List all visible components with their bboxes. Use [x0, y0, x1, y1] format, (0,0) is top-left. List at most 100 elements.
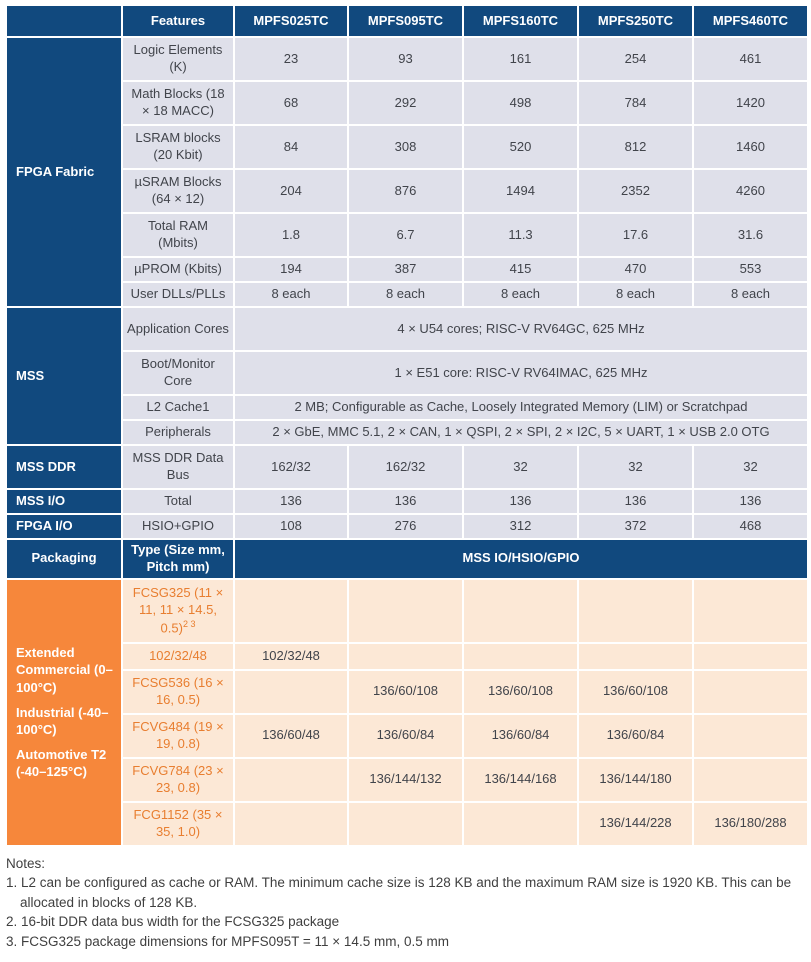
package-type-label: FCSG325 (11 × 11, 11 × 14.5, 0.5)2 3 — [123, 579, 233, 642]
value-cell: 162/32 — [349, 446, 462, 488]
table-row: Extended Commercial (0–100°C) Industrial… — [7, 579, 807, 845]
value-cell: 84 — [235, 126, 347, 168]
table-row: User DLLs/PLLs 8 each 8 each 8 each 8 ea… — [7, 283, 807, 306]
package-value-cell: 136/144/228 — [579, 802, 692, 845]
value-cell: 2352 — [579, 170, 692, 212]
value-cell: 468 — [694, 515, 807, 538]
section-header-mss-io: MSS I/O — [7, 490, 121, 513]
table-row: µSRAM Blocks (64 × 12) 204 876 1494 2352… — [7, 170, 807, 212]
package-value-cell — [694, 643, 807, 669]
value-cell: 204 — [235, 170, 347, 212]
packaging-header-row: Packaging Type (Size mm, Pitch mm) MSS I… — [7, 540, 807, 578]
value-cell-span: 1 × E51 core: RISC-V RV64IMAC, 625 MHz — [235, 352, 807, 394]
table-row: MSS I/O Total 136 136 136 136 136 — [7, 490, 807, 513]
value-cell: 276 — [349, 515, 462, 538]
value-cell: 8 each — [464, 283, 577, 306]
value-cell: 8 each — [349, 283, 462, 306]
value-cell-span: 2 MB; Configurable as Cache, Loosely Int… — [235, 396, 807, 419]
package-value-cell: 136/180/288 — [694, 802, 807, 845]
value-cell: 415 — [464, 258, 577, 281]
product-selector-table: Features MPFS025TC MPFS095TC MPFS160TC M… — [5, 4, 809, 847]
value-cell: 8 each — [694, 283, 807, 306]
value-cell: 784 — [579, 82, 692, 124]
corner-cell — [7, 6, 121, 36]
package-value-cell: 136/144/168 — [464, 758, 577, 801]
package-type-text: FCSG325 (11 × 11, 11 × 14.5, 0.5) — [132, 584, 224, 635]
package-value-cell — [579, 643, 692, 669]
value-cell: 31.6 — [694, 214, 807, 256]
table-row: MSS DDR MSS DDR Data Bus 162/32 162/32 3… — [7, 446, 807, 488]
package-value-cell: 136/60/84 — [349, 714, 462, 757]
table-row: FPGA Fabric Logic Elements (K) 23 93 161… — [7, 38, 807, 306]
section-header-fpga-fabric: FPGA Fabric — [7, 38, 121, 306]
package-value-cell — [349, 802, 462, 845]
value-cell: 8 each — [579, 283, 692, 306]
feature-label: µPROM (Kbits) — [123, 258, 233, 281]
table-row: Boot/Monitor Core 1 × E51 core: RISC-V R… — [7, 352, 807, 394]
value-cell: 32 — [464, 446, 577, 488]
package-value-cell — [464, 802, 577, 845]
value-cell: 498 — [464, 82, 577, 124]
value-cell: 136 — [349, 490, 462, 513]
feature-label: HSIO+GPIO — [123, 515, 233, 538]
section-header-mss-ddr: MSS DDR — [7, 446, 121, 488]
value-cell: 8 each — [235, 283, 347, 306]
section-header-fpga-io: FPGA I/O — [7, 515, 121, 538]
column-header-device: MPFS160TC — [464, 6, 577, 36]
package-value-cell — [464, 579, 577, 642]
value-cell: 136 — [579, 490, 692, 513]
feature-label: Total — [123, 490, 233, 513]
footnote-superscript: 2 3 — [182, 618, 196, 629]
feature-label: Application Cores — [123, 308, 233, 350]
table-row: Math Blocks (18 × 18 MACC) 68 292 498 78… — [7, 82, 807, 124]
package-value-cell: 102/32/48 — [235, 643, 347, 669]
package-value-cell: 136/60/48 — [235, 714, 347, 757]
value-cell: 17.6 — [579, 214, 692, 256]
feature-label: Math Blocks (18 × 18 MACC) — [123, 82, 233, 124]
table-row: FCVG484 (19 × 19, 0.8) 136/60/48 136/60/… — [7, 714, 807, 757]
feature-label: L2 Cache1 — [123, 396, 233, 419]
table-header-row: Features MPFS025TC MPFS095TC MPFS160TC M… — [7, 6, 807, 36]
temp-grade: Extended Commercial (0–100°C) — [16, 644, 113, 695]
note-item: 2. 16-bit DDR data bus width for the FCS… — [6, 914, 340, 930]
column-header-device: MPFS250TC — [579, 6, 692, 36]
package-value-cell — [579, 579, 692, 642]
table-row: MSS Application Cores 4 × U54 cores; RIS… — [7, 308, 807, 444]
value-cell: 32 — [694, 446, 807, 488]
value-cell: 136 — [464, 490, 577, 513]
value-cell: 812 — [579, 126, 692, 168]
value-cell: 461 — [694, 38, 807, 80]
column-header-device: MPFS025TC — [235, 6, 347, 36]
package-value-cell: 136/144/132 — [349, 758, 462, 801]
package-value-cell — [235, 670, 347, 713]
table-row: FCG1152 (35 × 35, 1.0) 136/144/228 136/1… — [7, 802, 807, 845]
table-row: FCVG784 (23 × 23, 0.8) 136/144/132 136/1… — [7, 758, 807, 801]
package-value-cell: 136/60/108 — [464, 670, 577, 713]
package-value-cell: 136/60/84 — [579, 714, 692, 757]
value-cell: 520 — [464, 126, 577, 168]
package-value-cell: 136/60/84 — [464, 714, 577, 757]
table-row: L2 Cache1 2 MB; Configurable as Cache, L… — [7, 396, 807, 419]
value-cell: 308 — [349, 126, 462, 168]
value-cell: 1420 — [694, 82, 807, 124]
feature-label: Logic Elements (K) — [123, 38, 233, 80]
value-cell: 136 — [694, 490, 807, 513]
value-cell: 387 — [349, 258, 462, 281]
value-cell-span: 4 × U54 cores; RISC-V RV64GC, 625 MHz — [235, 308, 807, 350]
package-value-cell: 136/60/108 — [579, 670, 692, 713]
value-cell: 1494 — [464, 170, 577, 212]
feature-label: User DLLs/PLLs — [123, 283, 233, 306]
temp-grade: Industrial (-40–100°C) — [16, 704, 109, 738]
value-cell-span: 2 × GbE, MMC 5.1, 2 × CAN, 1 × QSPI, 2 ×… — [235, 421, 807, 444]
value-cell: 553 — [694, 258, 807, 281]
package-value-cell — [235, 758, 347, 801]
value-cell: 6.7 — [349, 214, 462, 256]
value-cell: 292 — [349, 82, 462, 124]
package-value-cell — [694, 579, 807, 642]
value-cell: 312 — [464, 515, 577, 538]
temp-grade: Automotive T2 (-40–125°C) — [16, 746, 107, 780]
section-header-mss: MSS — [7, 308, 121, 444]
notes-title: Notes: — [6, 855, 46, 871]
notes-section: Notes: 1. L2 can be configured as cache … — [5, 854, 806, 952]
